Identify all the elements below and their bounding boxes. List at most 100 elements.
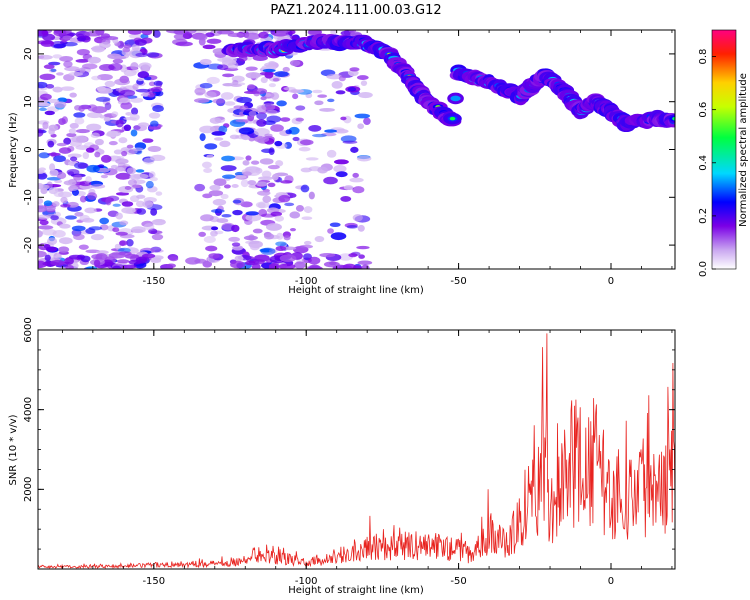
spectral-blob: [285, 129, 292, 135]
spectral-blob: [194, 87, 206, 95]
spectral-blob: [199, 125, 216, 134]
spectral-blob: [326, 73, 343, 80]
spectral-blob: [98, 164, 105, 168]
spectral-blob: [82, 151, 90, 160]
spectral-blob: [307, 256, 321, 265]
spectral-blob: [289, 59, 301, 67]
spectral-blob: [124, 254, 140, 259]
spectral-blob: [221, 213, 232, 218]
spectral-blob: [129, 113, 140, 121]
spectral-blob: [317, 94, 328, 98]
spectral-blob: [85, 266, 98, 269]
spectral-blob: [123, 124, 132, 132]
spectral-blob: [212, 198, 227, 206]
spectral-blob: [95, 250, 109, 255]
spectral-blob: [260, 247, 276, 255]
spectral-blob: [217, 64, 229, 71]
spectral-blob: [130, 62, 139, 71]
spectral-blob: [150, 208, 158, 216]
y-tick-label: 4000: [23, 397, 34, 422]
spectral-blob: [103, 116, 111, 122]
spectral-blob: [249, 243, 260, 251]
spectral-blob: [228, 236, 241, 242]
spectral-blob: [137, 77, 144, 82]
spectral-blob: [248, 110, 257, 117]
spectral-blob: [250, 160, 260, 165]
spectral-blob: [289, 211, 301, 219]
spectral-blob: [199, 133, 206, 142]
spectral-blob: [150, 259, 162, 264]
spectral-blob: [204, 143, 218, 150]
spectral-blob: [253, 136, 270, 143]
spectral-blob: [238, 127, 255, 135]
spectral-blob: [43, 200, 53, 207]
spectral-blob: [149, 177, 158, 182]
spectral-blob: [53, 101, 67, 108]
spectral-blob: [125, 112, 133, 116]
spectral-blob: [48, 187, 59, 195]
spectral-blob: [87, 56, 101, 64]
spectral-blob: [40, 93, 52, 101]
spectral-blob: [301, 216, 313, 220]
spectral-blob: [142, 138, 154, 143]
spectral-blob: [115, 231, 128, 236]
spectral-blob: [204, 91, 217, 99]
spectral-blob: [275, 245, 287, 251]
spectral-blob: [209, 184, 221, 191]
spectral-blob: [356, 245, 370, 250]
spectral-blob: [53, 155, 66, 163]
spectral-blob: [116, 259, 130, 264]
spectral-blob: [74, 117, 85, 125]
spectral-blob: [230, 260, 246, 269]
spectral-blob: [245, 32, 261, 40]
spectral-blob: [245, 240, 260, 245]
spectral-blob: [38, 81, 48, 89]
spectral-blob: [135, 88, 151, 93]
spectral-blob: [295, 105, 306, 111]
spectral-blob: [94, 151, 101, 158]
spectral-blob: [327, 98, 335, 103]
spectral-blob: [71, 225, 86, 232]
spectral-blob: [73, 112, 86, 118]
spectral-blob: [112, 203, 121, 207]
spectral-blob: [40, 40, 55, 47]
spectral-blob: [65, 215, 77, 220]
x-tick-label: -150: [142, 276, 165, 287]
spectral-blob: [272, 77, 280, 82]
spectral-blob: [324, 129, 338, 133]
spectral-blob: [74, 162, 88, 170]
spectral-blob: [349, 67, 360, 72]
spectral-blob: [349, 177, 364, 183]
spectral-blob: [135, 200, 145, 208]
spectral-blob: [113, 149, 123, 155]
spectral-blob: [221, 155, 235, 162]
spectral-blob: [78, 244, 89, 250]
spectral-blob: [148, 171, 156, 179]
spectral-blob: [221, 56, 237, 64]
spectral-blob: [86, 112, 103, 119]
ridge-core: [450, 95, 461, 102]
spectral-blob: [67, 171, 75, 176]
spectral-blob: [119, 220, 129, 226]
spectral-blob: [74, 211, 84, 217]
spectral-blob: [60, 204, 71, 208]
spectral-blob: [147, 145, 162, 152]
spectral-blob: [119, 75, 130, 84]
spectral-blob: [224, 101, 236, 106]
spectral-blob: [240, 179, 249, 188]
spectral-blob: [340, 196, 352, 202]
spectral-blob: [130, 129, 138, 137]
spectral-blob: [38, 260, 48, 269]
spectral-blob: [220, 193, 229, 200]
spectral-blob: [335, 171, 348, 178]
spectral-blob: [264, 71, 274, 79]
spectral-blob: [198, 231, 207, 237]
spectral-blob: [38, 198, 44, 205]
spectral-blob: [119, 240, 129, 246]
spectral-blob: [68, 71, 84, 77]
spectral-blob: [200, 214, 214, 222]
spectral-blob: [303, 240, 312, 245]
spectral-blob: [206, 154, 214, 159]
spectral-blob: [123, 69, 137, 77]
spectral-blob: [363, 117, 371, 125]
